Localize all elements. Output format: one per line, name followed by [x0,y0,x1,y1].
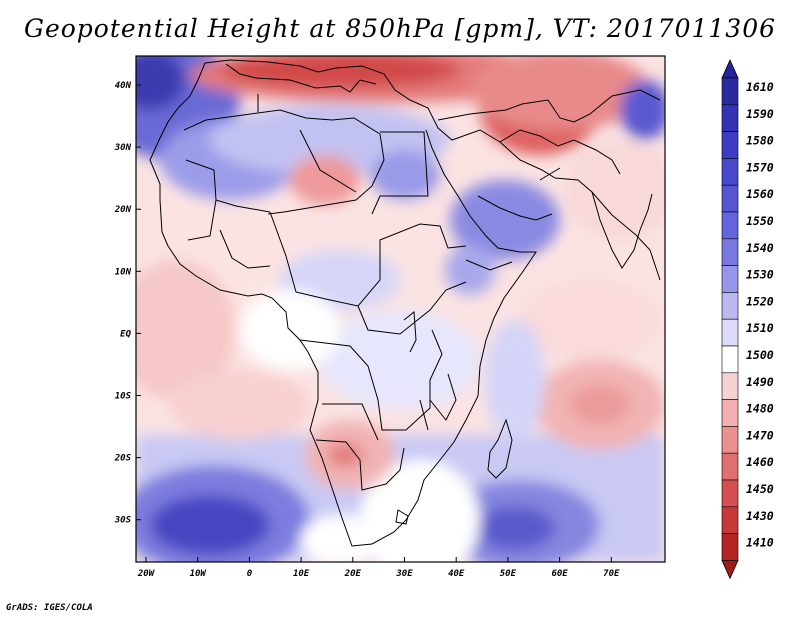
colorbar-label: 1520 [746,294,774,308]
map-title: Geopotential Height at 850hPa [gpm], VT:… [23,14,777,43]
colorbar-top-arrow [721,59,739,79]
colorbar-label: 1550 [746,214,774,228]
colorbar-label: 1450 [746,482,774,496]
colorbar-label: 1430 [746,509,774,523]
colorbar-swatch [721,131,739,159]
colorbar-label: 1560 [746,187,774,201]
lat-label: 40N [115,81,132,91]
longitude-axis: 20W 10W 0 10E 20E 30E 40E 50E 60E 70E [137,557,620,579]
colorbar-label: 1510 [746,321,774,335]
colorbar-swatch [721,533,739,561]
map-frame [135,55,666,563]
colorbar-swatch [721,452,739,481]
lat-label: 10S [115,392,132,402]
colorbar-swatch [721,184,739,213]
colorbar-label: 1410 [746,536,774,550]
colorbar-swatch [721,318,739,347]
colorbar-swatch [721,158,739,186]
lon-label: 70E [603,569,620,579]
colorbar-label: 1480 [746,402,774,416]
lat-label: 10N [115,267,132,277]
lon-label: 10W [190,569,208,579]
lon-label: 10E [293,569,310,579]
lon-label: 50E [500,569,517,579]
lat-label: 20N [114,205,132,215]
lat-label: EQ [120,329,131,339]
colorbar-swatch [721,265,739,293]
colorbar-swatch [721,426,739,454]
colorbar-label: 1590 [746,107,774,121]
lon-label: 40E [448,569,465,579]
colorbar-swatch [721,345,739,374]
lon-label: 0 [247,569,253,579]
lat-label: 30S [114,516,132,526]
lat-label: 20S [114,454,132,464]
coastlines [149,59,661,547]
lon-label: 60E [551,569,568,579]
colorbar: 1610 1590 1580 1570 1560 1550 1540 1530 1520 1510… [721,59,774,580]
colorbar-swatch [721,506,739,534]
colorbar-swatch [721,238,739,266]
colorbar-swatch [721,104,739,132]
colorbar-swatch [721,292,739,320]
colorbar-swatch [721,77,739,106]
lon-label: 20W [137,569,156,579]
colorbar-label: 1610 [746,80,774,94]
colorbar-swatch [721,372,739,400]
colorbar-swatch [721,211,739,240]
height-field [136,56,665,562]
colorbar-swatch [721,399,739,427]
colorbar-label: 1490 [746,375,774,389]
latitude-axis: 40N 30N 20N 10N EQ 10S 20S 30S [114,81,141,526]
grads-credit: GrADS: IGES/COLA [6,603,93,613]
colorbar-label: 1540 [746,241,774,255]
lon-label: 30E [395,569,413,579]
colorbar-label: 1580 [746,134,774,148]
lon-label: 20E [344,569,362,579]
colorbar-label: 1500 [746,348,774,362]
colorbar-label: 1460 [746,455,774,469]
colorbar-bottom-arrow [721,560,739,580]
colorbar-label: 1530 [746,268,774,282]
lat-label: 30N [114,143,132,153]
colorbar-swatch [721,479,739,508]
colorbar-label: 1470 [746,428,774,442]
colorbar-label: 1570 [746,160,774,174]
